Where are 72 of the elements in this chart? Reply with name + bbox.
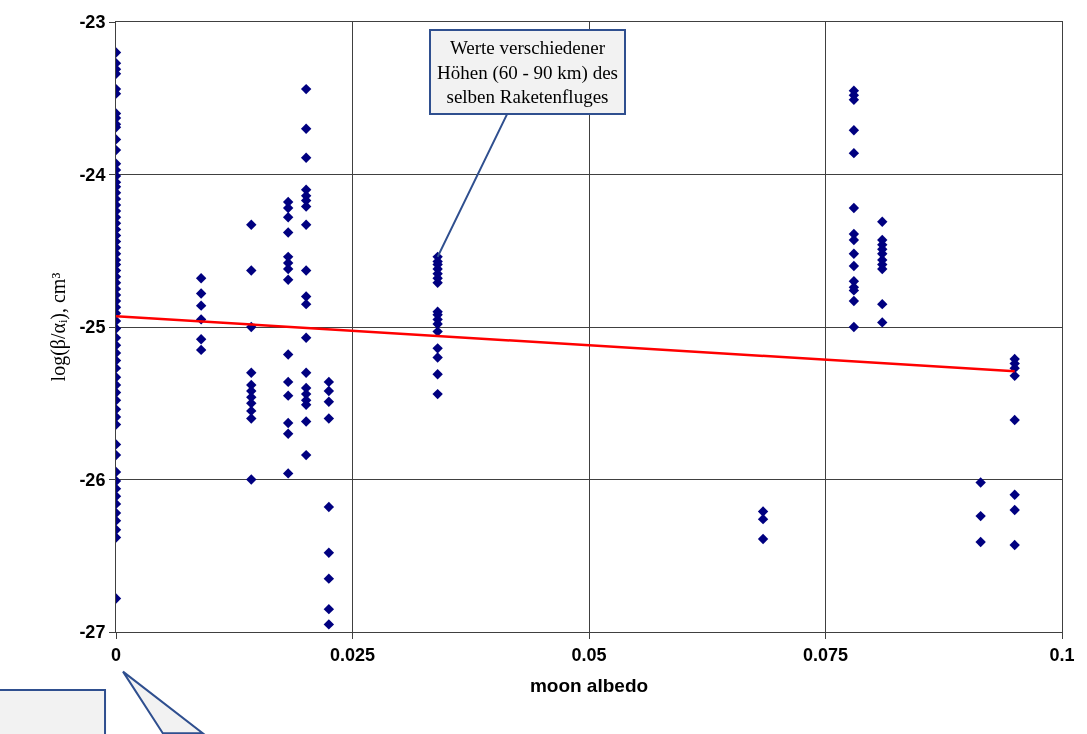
point xyxy=(1009,489,1020,500)
x-axis-title: moon albedo xyxy=(529,675,649,697)
point xyxy=(300,416,312,427)
point xyxy=(282,227,294,238)
point xyxy=(195,288,207,299)
point xyxy=(246,265,257,276)
point xyxy=(757,533,769,545)
point xyxy=(246,219,257,231)
point xyxy=(1009,539,1020,551)
point xyxy=(877,317,888,328)
point xyxy=(300,332,312,343)
point xyxy=(282,417,294,429)
point xyxy=(323,385,335,397)
point xyxy=(975,510,986,522)
point xyxy=(195,273,207,284)
point xyxy=(848,202,860,214)
point xyxy=(282,376,294,388)
point xyxy=(432,369,443,380)
point xyxy=(323,547,335,558)
point xyxy=(323,396,335,407)
point xyxy=(246,474,257,485)
point xyxy=(282,428,294,439)
x-tick-label: 0.075 xyxy=(802,644,849,665)
point xyxy=(246,367,257,378)
point xyxy=(300,367,312,378)
point xyxy=(877,298,888,310)
point xyxy=(848,125,860,136)
point xyxy=(300,152,312,163)
point xyxy=(300,449,312,461)
point xyxy=(323,501,335,513)
point xyxy=(323,573,335,584)
point xyxy=(975,477,986,488)
point xyxy=(848,295,860,307)
point xyxy=(848,260,860,272)
x-tick-label: 0.1 xyxy=(1049,644,1075,665)
point xyxy=(282,468,294,479)
point xyxy=(300,123,312,134)
point xyxy=(975,536,986,548)
point xyxy=(1009,414,1020,426)
point xyxy=(282,212,294,223)
point xyxy=(282,390,294,401)
point xyxy=(282,349,294,360)
point xyxy=(323,413,335,424)
point xyxy=(300,219,312,231)
x-tick-label: 0.05 xyxy=(571,644,607,665)
point xyxy=(877,216,888,227)
annotation: Werte verschiedener Höhen (60 - 90 km) des selben Raketenfluges xyxy=(437,37,618,108)
point xyxy=(432,352,443,363)
point xyxy=(300,83,312,95)
point xyxy=(195,300,207,311)
point xyxy=(246,413,257,424)
point xyxy=(300,265,312,276)
y-axis-title: log(β/αᵢ), cm³ xyxy=(46,272,70,382)
y-tick-label: -25 xyxy=(79,317,106,338)
y-tick-label: -23 xyxy=(79,12,106,33)
y-tick-label: -26 xyxy=(79,469,106,490)
y-tick-label: -27 xyxy=(79,622,106,643)
x-tick-label: 0 xyxy=(110,644,122,665)
point xyxy=(323,376,335,388)
y-tick-label: -24 xyxy=(79,164,106,185)
point xyxy=(195,344,207,356)
point xyxy=(323,619,335,630)
point xyxy=(848,147,860,159)
point xyxy=(848,321,860,333)
point xyxy=(1009,504,1020,516)
point xyxy=(323,603,335,615)
point xyxy=(282,274,294,285)
point xyxy=(848,248,860,259)
point xyxy=(432,388,443,400)
point xyxy=(432,343,443,354)
x-tick-label: 0.025 xyxy=(329,644,376,665)
point xyxy=(195,334,207,345)
